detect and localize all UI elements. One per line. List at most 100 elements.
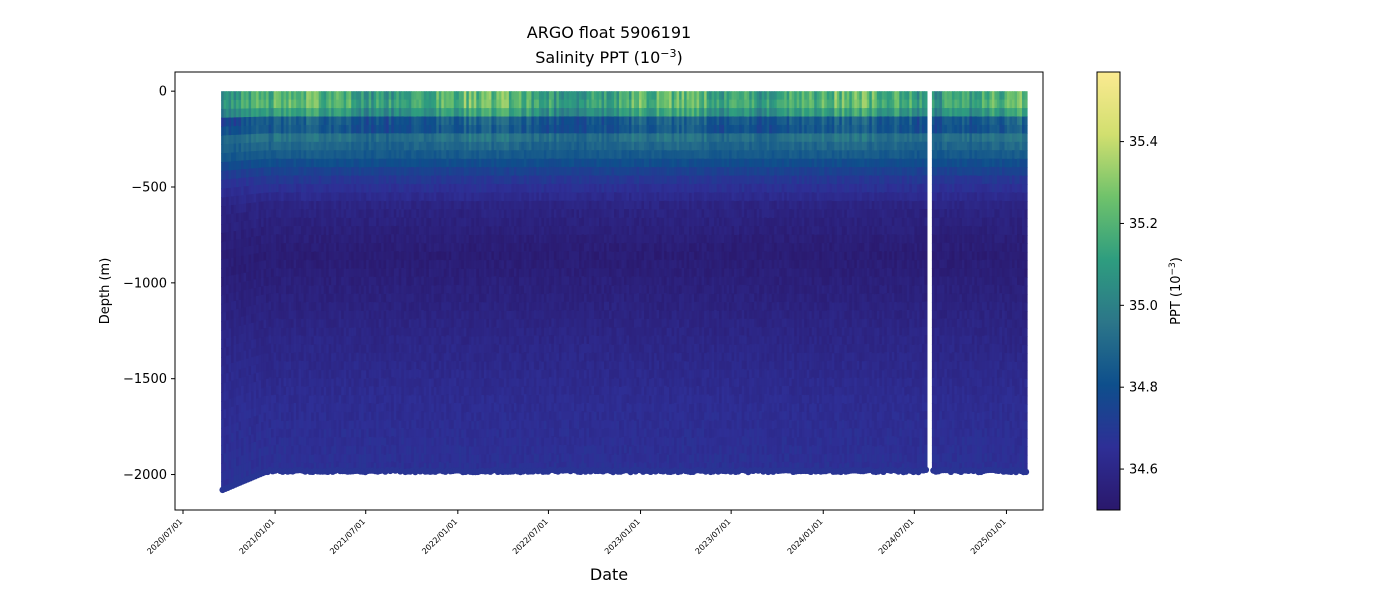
profile-segment [298, 360, 302, 370]
profile-segment [288, 361, 292, 371]
profile-segment [236, 134, 240, 144]
profile-segment [328, 124, 332, 134]
profile-segment [356, 420, 360, 429]
profile-segment [311, 370, 315, 380]
profile-segment [351, 217, 355, 227]
profile-segment [298, 453, 302, 463]
profile-segment [286, 91, 290, 101]
profile-segment [231, 415, 235, 425]
profile-segment [288, 260, 292, 269]
profile-segment [341, 327, 345, 337]
profile-segment [313, 361, 317, 370]
profile-segment [248, 418, 252, 428]
profile-segment [313, 445, 317, 455]
profile-segment [288, 335, 292, 345]
profile-segment [361, 133, 365, 143]
profile-segment [336, 326, 340, 336]
profile-25 [279, 91, 286, 475]
profile-segment [313, 437, 317, 446]
profile-segment [316, 150, 320, 160]
profile-segment [281, 268, 285, 278]
profile-segment [273, 217, 277, 227]
profile-segment [248, 452, 252, 462]
profile-segment [343, 217, 347, 227]
profile-segment [278, 243, 282, 252]
profile-segment [276, 326, 280, 336]
profile-segment [221, 295, 225, 305]
profile-segment [338, 141, 342, 151]
profile-segment [306, 419, 310, 429]
profile-segment [246, 229, 250, 239]
profile-segment [263, 328, 267, 338]
profile-segment [366, 108, 370, 117]
profile-segment [321, 158, 325, 168]
profile-segment [231, 354, 235, 364]
profile-segment [231, 336, 235, 346]
profile-segment [273, 327, 277, 337]
profile-segment [238, 343, 242, 353]
profile-segment [246, 470, 250, 480]
profile-5 [229, 91, 236, 489]
profile-segment [303, 387, 307, 396]
profile-segment [366, 259, 370, 269]
profile-segment [283, 462, 287, 472]
profile-segment [313, 217, 317, 227]
profile-segment [336, 183, 340, 193]
profile-segment [228, 135, 232, 145]
profile-segment [348, 184, 352, 193]
profile-segment [236, 439, 240, 450]
profile-segment [256, 364, 260, 374]
profile-segment [338, 386, 342, 396]
profile-segment [363, 285, 367, 295]
profile-segment [321, 319, 325, 329]
profile-segment [323, 285, 327, 295]
profile-segment [298, 150, 302, 159]
profile-segment [278, 293, 282, 303]
profile-segment [316, 369, 320, 379]
profile-segment [263, 378, 267, 388]
profile-segment [358, 353, 362, 362]
profile-segment [303, 167, 307, 177]
profile-segment [333, 318, 337, 328]
profile-segment [306, 411, 310, 421]
profile-segment [221, 215, 225, 225]
profile-segment [326, 184, 330, 194]
profile-segment [318, 310, 322, 320]
profile-segment [256, 415, 260, 425]
profile-segment [278, 133, 282, 143]
profile-segment [328, 302, 332, 311]
profile-segment [248, 220, 252, 230]
profile-segment [353, 445, 357, 455]
profile-segment [278, 454, 282, 463]
profile-segment [221, 100, 225, 110]
profile-segment [363, 99, 367, 109]
profile-segment [291, 226, 295, 236]
profile-segment [248, 314, 252, 324]
profile-segment [356, 285, 360, 294]
profile-segment [348, 133, 352, 143]
profile-segment [228, 442, 232, 453]
profile-segment [286, 234, 290, 244]
profile-segment [226, 355, 230, 365]
profile-26 [282, 91, 289, 474]
profile-segment [346, 226, 350, 236]
profile-segment [343, 251, 347, 261]
profile-segment [273, 124, 277, 134]
profile-segment [233, 292, 237, 302]
profile-segment [303, 361, 307, 371]
profile-segment [291, 268, 295, 278]
profile-segment [268, 394, 272, 403]
profile-segment [348, 319, 352, 329]
profile-segment [278, 175, 282, 185]
profile-segment [233, 449, 237, 459]
profile-segment [323, 319, 327, 329]
profile-segment [318, 370, 322, 380]
profile-segment [343, 428, 347, 438]
profile-segment [271, 217, 275, 227]
profile-segment [363, 243, 367, 253]
profile-segment [223, 117, 227, 127]
profile-segment [363, 108, 367, 118]
profile-segment [281, 260, 285, 270]
profile-segment [233, 379, 237, 389]
profile-segment [238, 160, 242, 170]
